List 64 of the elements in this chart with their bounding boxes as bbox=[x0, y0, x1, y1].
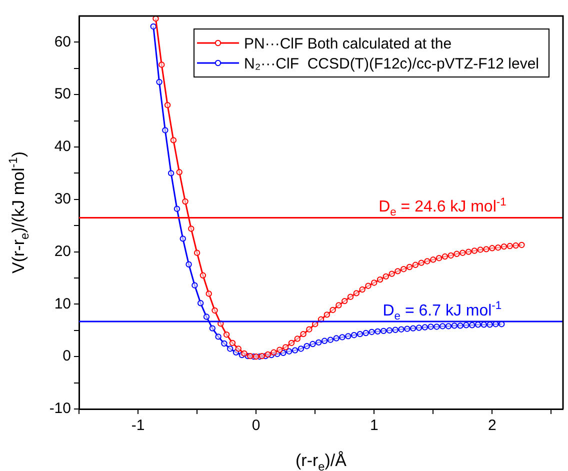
point bbox=[486, 322, 493, 328]
point bbox=[215, 334, 222, 340]
point bbox=[469, 322, 476, 328]
y-tick-label: 10 bbox=[54, 295, 71, 312]
y-tick-label: 50 bbox=[54, 86, 71, 103]
y-tick-label: 60 bbox=[54, 33, 71, 50]
point bbox=[162, 127, 168, 134]
point bbox=[368, 328, 375, 336]
point bbox=[439, 323, 446, 330]
point bbox=[350, 332, 358, 338]
point bbox=[428, 324, 434, 330]
point bbox=[333, 335, 340, 342]
point bbox=[197, 300, 204, 306]
y-tick-label: 20 bbox=[54, 242, 71, 260]
point bbox=[457, 322, 464, 329]
point bbox=[392, 326, 398, 333]
point bbox=[186, 261, 192, 268]
point bbox=[180, 236, 186, 242]
point bbox=[410, 325, 416, 332]
y-tick-label: 30 bbox=[54, 190, 71, 208]
point bbox=[422, 324, 428, 330]
x-tick-label: 2 bbox=[488, 417, 496, 434]
point bbox=[292, 347, 298, 354]
point bbox=[404, 326, 410, 332]
legend-label: N₂···ClF CCSD(T)(F12c)/cc-pVTZ-F12 level bbox=[244, 56, 540, 72]
point bbox=[203, 314, 210, 320]
point bbox=[316, 339, 322, 346]
point bbox=[380, 328, 387, 334]
point bbox=[434, 324, 440, 330]
point bbox=[339, 334, 346, 340]
point bbox=[416, 324, 422, 331]
y-tick-label: 40 bbox=[54, 138, 71, 156]
point bbox=[374, 328, 381, 335]
x-tick-label: 0 bbox=[252, 417, 260, 434]
point bbox=[209, 325, 216, 332]
point bbox=[286, 348, 292, 354]
point bbox=[304, 343, 310, 350]
legend-label: PN···ClF Both calculated at the bbox=[244, 36, 452, 52]
x-tick-label: -1 bbox=[131, 417, 145, 434]
point bbox=[310, 340, 316, 348]
point bbox=[327, 336, 334, 343]
y-tick-label: -10 bbox=[49, 400, 71, 418]
point bbox=[480, 322, 488, 328]
point bbox=[298, 346, 304, 352]
point bbox=[474, 322, 482, 328]
point bbox=[321, 338, 328, 344]
y-axis-title: V(r-re)/(kJ mol-1) bbox=[6, 151, 32, 274]
point bbox=[386, 327, 393, 334]
x-tick-label: 1 bbox=[370, 417, 378, 434]
point bbox=[398, 326, 404, 332]
point bbox=[345, 333, 352, 340]
point bbox=[463, 322, 470, 328]
point bbox=[174, 206, 180, 212]
point bbox=[156, 78, 162, 86]
point bbox=[227, 346, 234, 352]
point bbox=[221, 340, 228, 347]
point bbox=[445, 323, 452, 330]
y-tick-label: 0 bbox=[62, 348, 71, 365]
point bbox=[356, 330, 364, 338]
point bbox=[192, 282, 198, 288]
point bbox=[362, 330, 369, 336]
point bbox=[451, 322, 458, 329]
point bbox=[150, 23, 156, 30]
point bbox=[168, 170, 174, 176]
